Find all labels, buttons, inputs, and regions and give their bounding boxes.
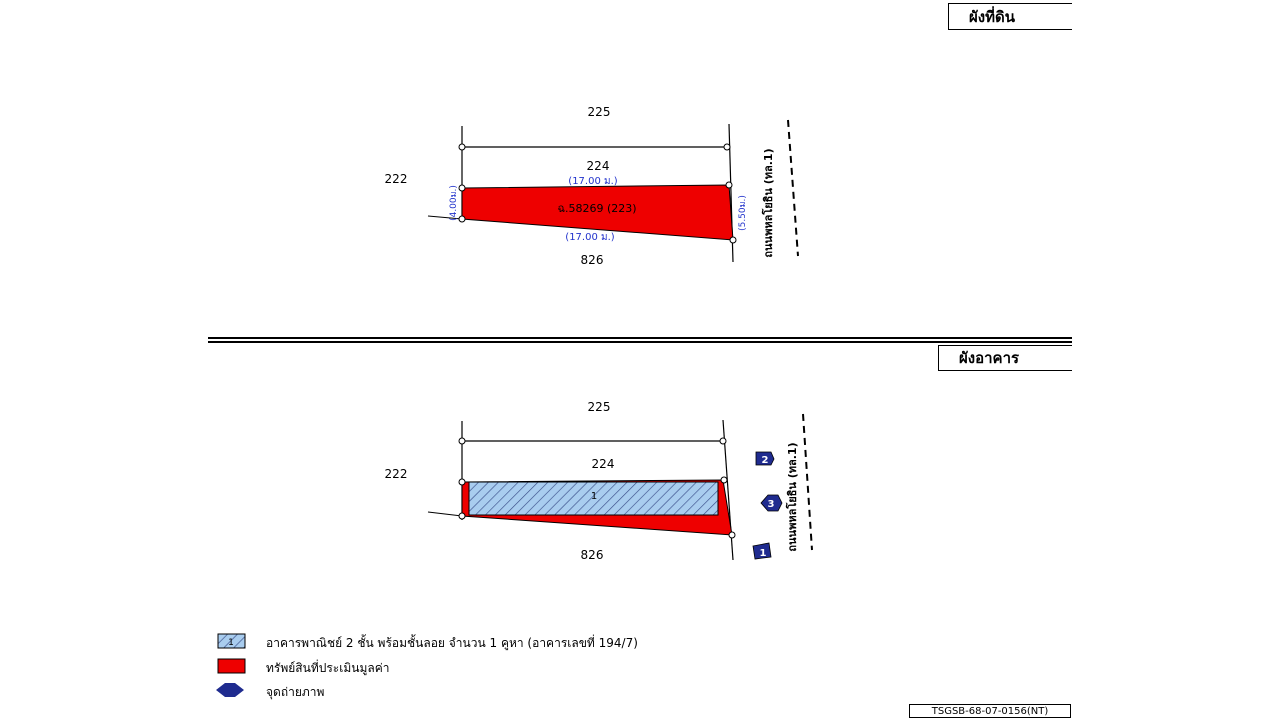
- parcel-826-label: 826: [581, 253, 604, 267]
- vertex-marker: [729, 236, 737, 244]
- vertex-marker: [720, 476, 728, 484]
- vertex-marker: [458, 143, 466, 151]
- reference-code-text: TSGSB-68-07-0156(NT): [931, 705, 1049, 717]
- left-dimension-label: (4.00ม.): [449, 185, 459, 221]
- vertex-marker: [458, 478, 466, 486]
- legend-building-text: อาคารพาณิชย์ 2 ชั้น พร้อมชั้นลอย จำนวน 1…: [266, 636, 638, 650]
- building-footprint: [468, 481, 719, 516]
- legend-building-swatch: 1: [217, 633, 246, 649]
- vertex-marker: [458, 437, 466, 445]
- bottom-dimension-label: (17.00 ม.): [565, 232, 614, 243]
- land-plan-title-text: ผังที่ดิน: [969, 7, 1015, 26]
- legend-photo-point-icon: [216, 683, 244, 697]
- photo-point-1: 1: [752, 542, 772, 560]
- reference-code: TSGSB-68-07-0156(NT): [909, 704, 1071, 718]
- parcel-222-label-b: 222: [385, 467, 408, 481]
- photo-point-number: 1: [760, 548, 767, 559]
- building-plan-title: ผังอาคาร: [938, 345, 1072, 371]
- parcel-225-label: 225: [588, 105, 611, 119]
- parcel-222-label: 222: [385, 172, 408, 186]
- photo-point-number: 2: [762, 455, 769, 466]
- road-label: ถนนพหลโยธิน (ทล.1): [761, 148, 775, 257]
- parcel-224-label-b: 224: [592, 457, 615, 471]
- legend-building-number: 1: [228, 638, 234, 648]
- right-dimension-label: (5.50ม.): [738, 195, 748, 231]
- parcel-826-label-b: 826: [581, 548, 604, 562]
- vertex-marker: [719, 437, 727, 445]
- section-divider-bottom: [208, 341, 1072, 343]
- subject-parcel-label: ฉ.58269 (223): [557, 202, 636, 215]
- vertex-marker: [723, 143, 731, 151]
- building-number-label: 1: [591, 491, 597, 502]
- road-line-b: [802, 413, 813, 551]
- photo-point-2: 2: [755, 451, 775, 466]
- land-plan-diagram: 225 224 222 826 ฉ.58269 (223) (17.00 ม.)…: [385, 105, 799, 267]
- photo-point-number: 3: [768, 499, 775, 510]
- parcel-224-label: 224: [587, 159, 610, 173]
- vertex-marker: [458, 184, 466, 192]
- vertex-marker: [458, 512, 466, 520]
- vertex-marker: [728, 531, 736, 539]
- building-plan-title-text: ผังอาคาร: [959, 349, 1020, 367]
- road-line: [787, 119, 799, 257]
- building-west-stub: [427, 511, 463, 517]
- parcel-225-label-b: 225: [588, 400, 611, 414]
- building-plan-diagram: 1 225 224 222 826 ถนนพหลโยธิน (ทล.1) 2 3…: [385, 400, 813, 562]
- land-west-stub: [427, 215, 463, 220]
- photo-point-3: 3: [760, 494, 783, 512]
- top-dimension-label: (17.00 ม.): [568, 176, 617, 187]
- land-plan-title: ผังที่ดิน: [948, 3, 1072, 30]
- road-label-b: ถนนพหลโยธิน (ทล.1): [785, 442, 799, 551]
- legend-photo-text: จุดถ่ายภาพ: [266, 685, 325, 699]
- vertex-marker: [725, 181, 733, 189]
- legend-property-text: ทรัพย์สินที่ประเมินมูลค่า: [266, 661, 390, 675]
- section-divider-top: [208, 337, 1072, 339]
- legend-property-swatch: [217, 658, 246, 674]
- vertex-marker: [458, 215, 466, 223]
